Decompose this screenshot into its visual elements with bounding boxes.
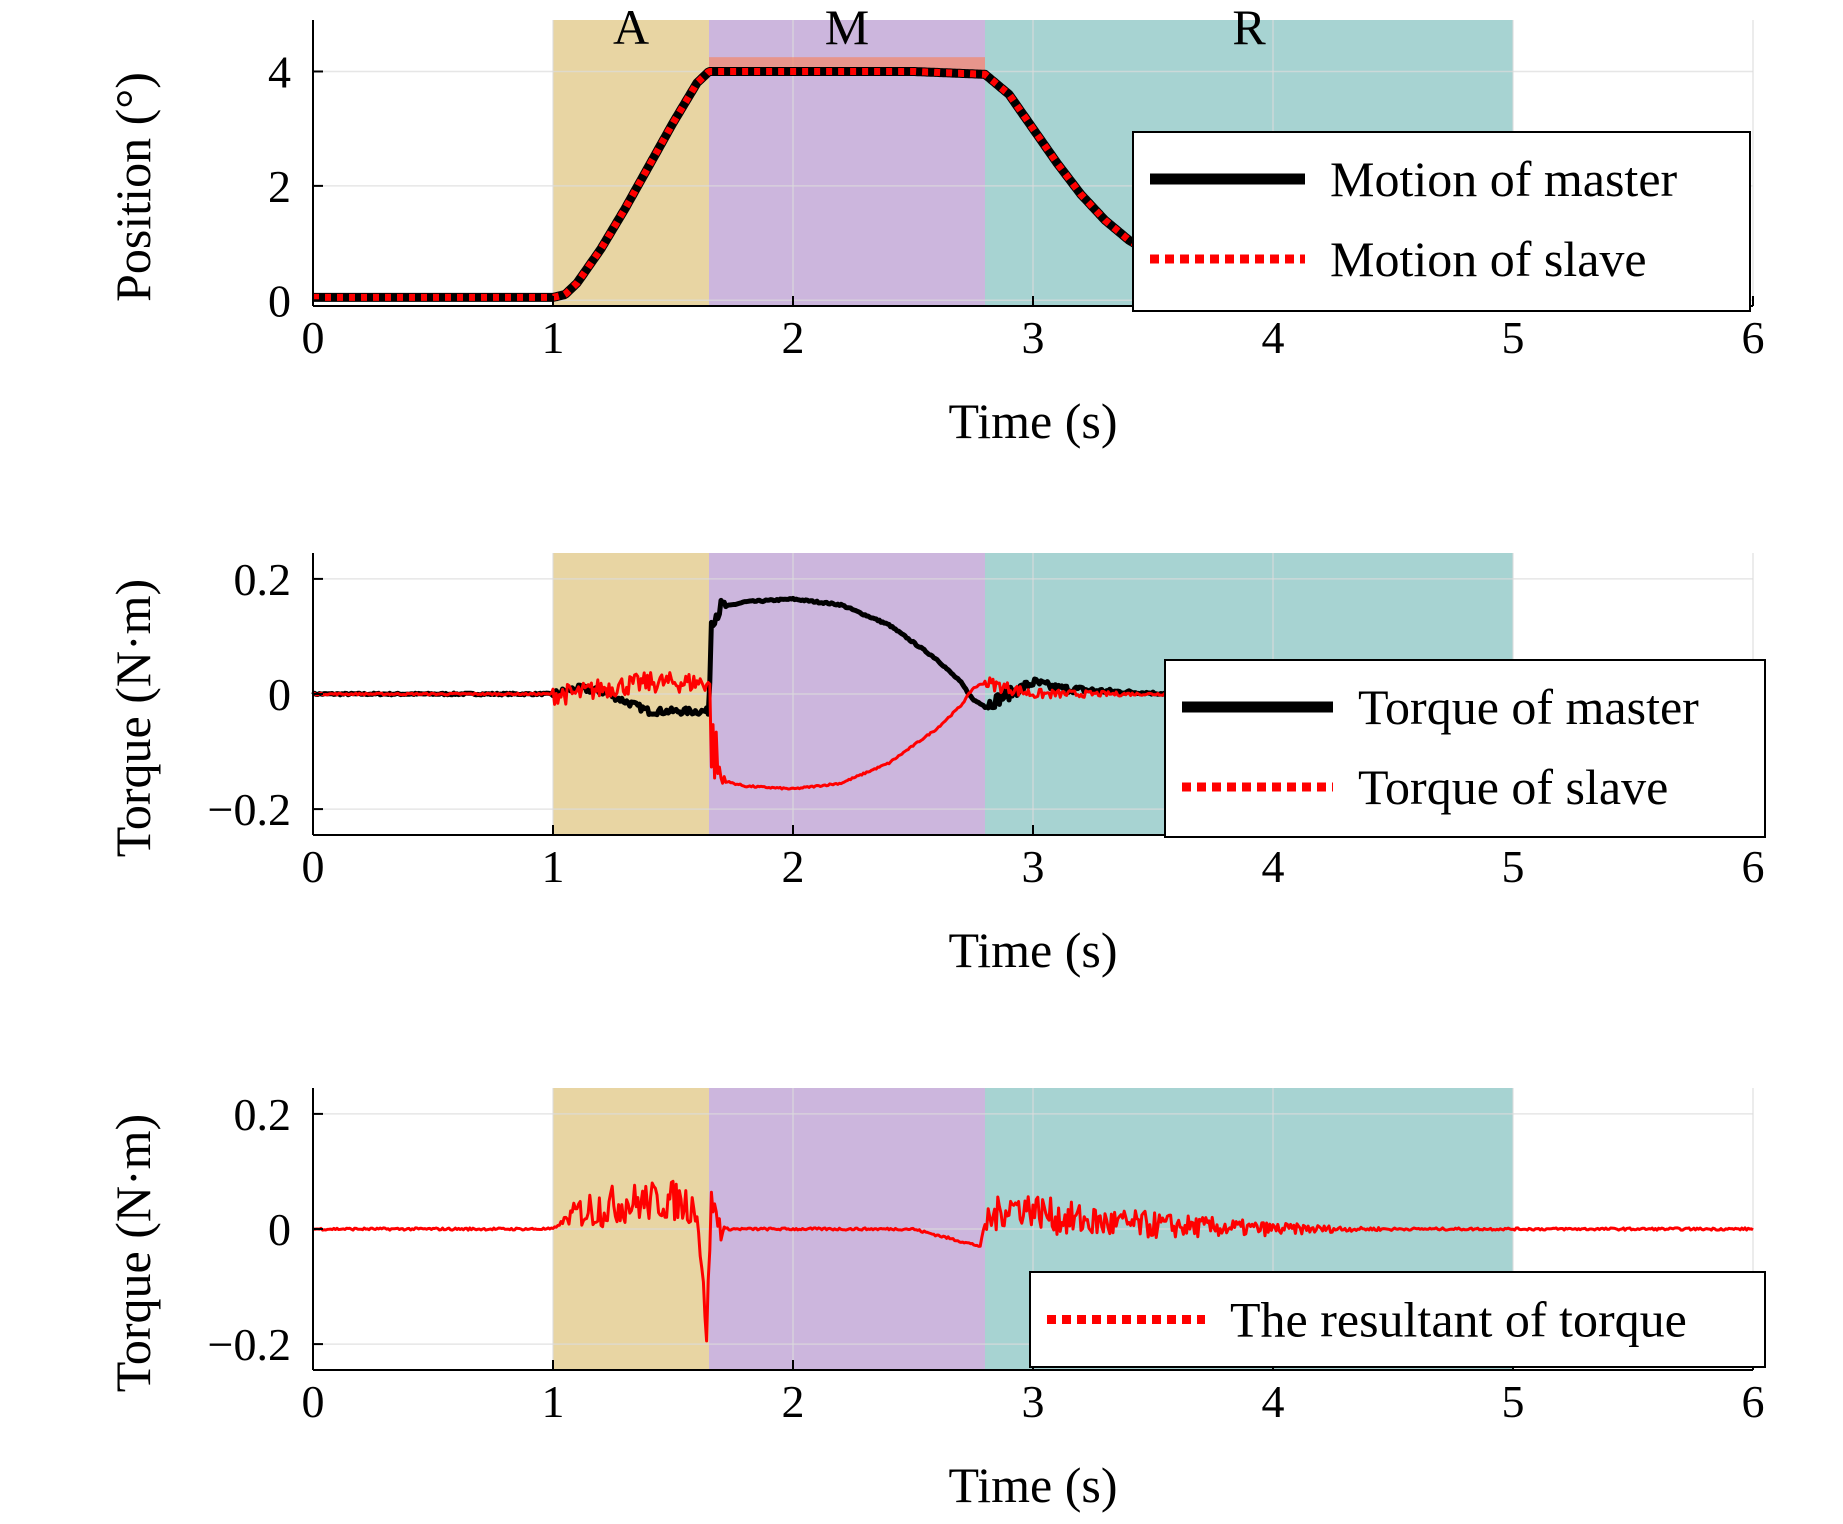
x-tick-label: 2 <box>782 312 805 363</box>
legend: Motion of master Motion of slave <box>1132 131 1751 312</box>
y-tick-label: 0 <box>268 275 291 326</box>
series-line-slave-resultant <box>312 1179 1754 1343</box>
legend-box <box>1132 131 1751 312</box>
x-tick-label: 5 <box>1502 312 1525 363</box>
legend-entry: Torque of master <box>1358 679 1699 735</box>
x-tick-label: 5 <box>1502 1376 1525 1427</box>
y-tick-label: 0 <box>268 1204 291 1255</box>
x-tick-label: 2 <box>782 1376 805 1427</box>
y-tick-label: 0.2 <box>234 1089 292 1140</box>
legend: Torque of master Torque of slave <box>1164 659 1766 838</box>
phase-label-r: R <box>1232 0 1266 55</box>
x-tick-label: 6 <box>1742 312 1765 363</box>
y-axis-label: Torque (N·m) <box>105 579 161 857</box>
legend-entry: Motion of slave <box>1330 231 1647 287</box>
x-axis-label: Time (s) <box>948 393 1117 449</box>
y-tick-label: 0.2 <box>234 554 292 605</box>
x-tick-label: 1 <box>542 312 565 363</box>
x-tick-label: 4 <box>1262 841 1285 892</box>
y-tick-label: −0.2 <box>208 1319 291 1370</box>
x-tick-label: 6 <box>1742 1376 1765 1427</box>
phase-label-a: A <box>613 0 649 55</box>
x-tick-label: 0 <box>302 1376 325 1427</box>
phase-label-m: M <box>825 0 869 55</box>
panel-position: A M R 0 1 2 3 4 5 6 0 2 4 Time (s) Position (°) Motion … <box>105 0 1765 449</box>
legend-box <box>1164 659 1766 838</box>
x-tick-label: 0 <box>302 841 325 892</box>
legend: The resultant of torque <box>1029 1271 1766 1368</box>
x-tick-label: 3 <box>1022 312 1045 363</box>
y-axis-label: Position (°) <box>105 72 161 302</box>
x-tick-label: 5 <box>1502 841 1525 892</box>
y-tick-label: 4 <box>268 46 291 97</box>
y-tick-label: 2 <box>268 161 291 212</box>
x-tick-label: 3 <box>1022 1376 1045 1427</box>
legend-entry: Motion of master <box>1330 151 1678 207</box>
x-tick-label: 4 <box>1262 1376 1285 1427</box>
x-tick-label: 2 <box>782 841 805 892</box>
x-axis-label: Time (s) <box>948 1457 1117 1513</box>
y-tick-label: −0.2 <box>208 784 291 835</box>
y-tick-label: 0 <box>268 669 291 720</box>
x-tick-label: 1 <box>542 841 565 892</box>
phase-band-a <box>553 20 709 306</box>
x-tick-label: 4 <box>1262 312 1285 363</box>
legend-entry: The resultant of torque <box>1230 1292 1687 1348</box>
x-axis-label: Time (s) <box>948 922 1117 978</box>
legend-entry: Torque of slave <box>1358 759 1668 815</box>
x-tick-label: 6 <box>1742 841 1765 892</box>
y-axis-label: Torque (N·m) <box>105 1114 161 1392</box>
x-tick-label: 3 <box>1022 841 1045 892</box>
series-line-slave-position <box>311 68 1515 301</box>
x-tick-label: 0 <box>302 312 325 363</box>
x-tick-label: 1 <box>542 1376 565 1427</box>
